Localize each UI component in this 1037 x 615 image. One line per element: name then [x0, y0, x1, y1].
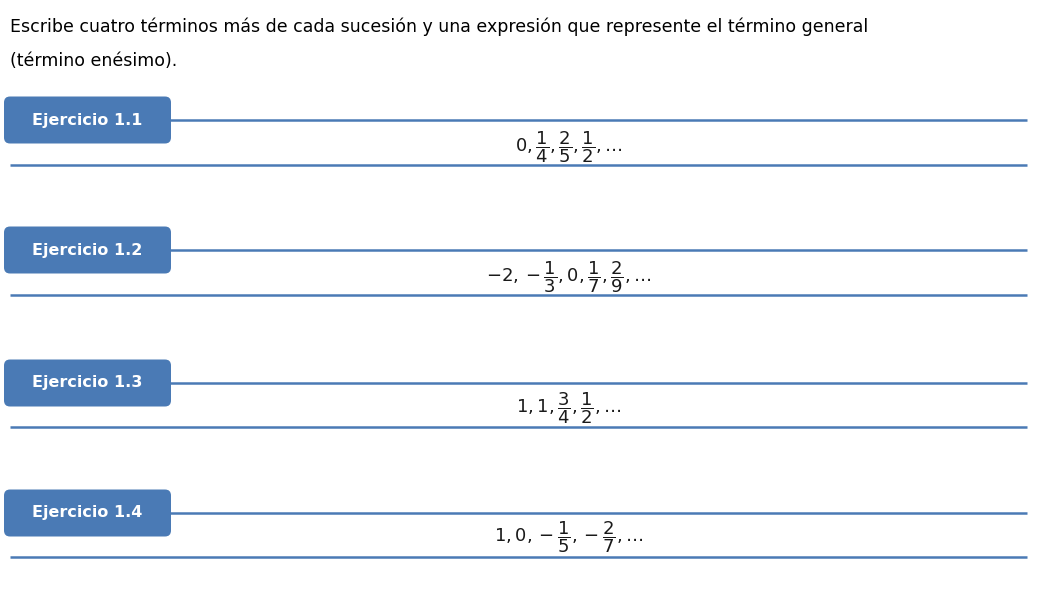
Text: $0, \dfrac{1}{4}, \dfrac{2}{5}, \dfrac{1}{2},\ldots$: $0, \dfrac{1}{4}, \dfrac{2}{5}, \dfrac{1… — [514, 129, 622, 165]
Text: Ejercicio 1.2: Ejercicio 1.2 — [32, 242, 143, 258]
Text: (término enésimo).: (término enésimo). — [10, 52, 177, 70]
Text: $1, 1, \dfrac{3}{4}, \dfrac{1}{2},\ldots$: $1, 1, \dfrac{3}{4}, \dfrac{1}{2},\ldots… — [515, 390, 621, 426]
FancyBboxPatch shape — [4, 490, 171, 536]
Text: $1, 0, -\dfrac{1}{5}, -\dfrac{2}{7},\ldots$: $1, 0, -\dfrac{1}{5}, -\dfrac{2}{7},\ldo… — [494, 519, 643, 555]
FancyBboxPatch shape — [4, 226, 171, 274]
Text: Ejercicio 1.1: Ejercicio 1.1 — [32, 113, 143, 127]
Text: $-2, -\dfrac{1}{3}, 0, \dfrac{1}{7}, \dfrac{2}{9},\ldots$: $-2, -\dfrac{1}{3}, 0, \dfrac{1}{7}, \df… — [485, 259, 651, 295]
Text: Escribe cuatro términos más de cada sucesión y una expresión que represente el t: Escribe cuatro términos más de cada suce… — [10, 18, 868, 36]
Text: Ejercicio 1.4: Ejercicio 1.4 — [32, 506, 143, 520]
FancyBboxPatch shape — [4, 360, 171, 407]
FancyBboxPatch shape — [4, 97, 171, 143]
Text: Ejercicio 1.3: Ejercicio 1.3 — [32, 376, 143, 391]
